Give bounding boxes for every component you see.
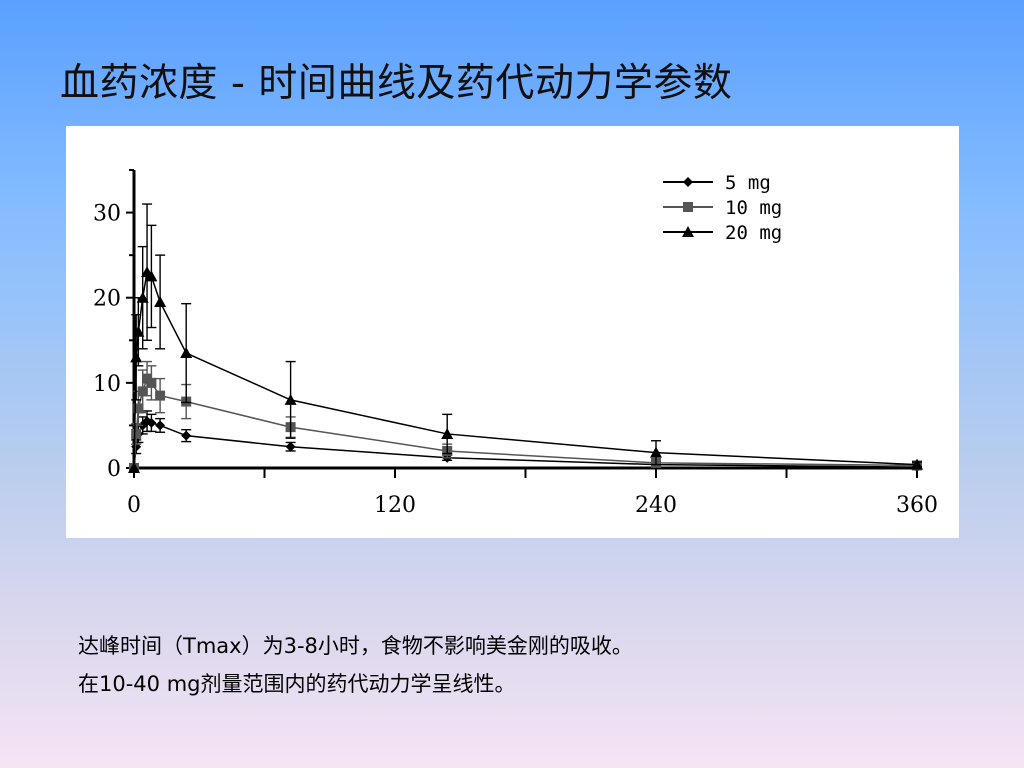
data-point-10mg bbox=[146, 377, 157, 388]
data-point-5mg bbox=[146, 417, 157, 428]
x-tick-label: 360 bbox=[896, 493, 938, 518]
legend-label-5mg: 5 mg bbox=[725, 172, 771, 194]
data-point-10mg bbox=[137, 386, 148, 397]
data-point-20mg bbox=[132, 325, 145, 337]
y-tick-label: 30 bbox=[93, 202, 121, 227]
legend-label-10mg: 10 mg bbox=[725, 197, 782, 219]
data-point-5mg bbox=[285, 441, 296, 452]
data-point-20mg bbox=[180, 347, 193, 359]
data-point-20mg bbox=[130, 351, 143, 363]
data-point-20mg bbox=[154, 295, 167, 307]
data-point-10mg bbox=[133, 403, 144, 414]
x-tick-label: 240 bbox=[635, 493, 677, 518]
legend-marker-10mg bbox=[683, 202, 693, 212]
y-tick-label: 10 bbox=[93, 372, 121, 397]
series-line-10mg bbox=[133, 377, 918, 469]
data-point-20mg bbox=[145, 270, 158, 282]
data-point-5mg bbox=[155, 420, 166, 431]
data-point-20mg bbox=[128, 462, 140, 473]
data-point-20mg bbox=[284, 393, 297, 405]
pk-concentration-time-chart: 0 10 20 30 0 120 240 360 5 mg 10 mg 20 mg bbox=[93, 169, 938, 518]
notes-block: 达峰时间（Tmax）为3-8小时，食物不影响美金刚的吸收。 在10-40 mg剂… bbox=[78, 628, 978, 702]
x-tick-label: 0 bbox=[127, 493, 141, 518]
data-point-10mg bbox=[131, 428, 142, 439]
legend-marker-5mg bbox=[683, 177, 693, 187]
y-tick-label: 20 bbox=[93, 287, 121, 312]
series-line-5mg bbox=[133, 420, 918, 469]
series-line-20mg bbox=[133, 270, 918, 469]
note-linearity: 在10-40 mg剂量范围内的药代动力学呈线性。 bbox=[78, 672, 516, 696]
data-point-10mg bbox=[155, 390, 166, 401]
legend-label-20mg: 20 mg bbox=[725, 222, 782, 244]
data-point-20mg bbox=[136, 291, 149, 303]
data-point-20mg bbox=[911, 458, 923, 470]
x-tick-label: 120 bbox=[374, 493, 416, 518]
chart-panel: 0 10 20 30 0 120 240 360 5 mg 10 mg 20 mg bbox=[66, 126, 959, 538]
data-point-5mg bbox=[181, 430, 192, 441]
data-point-20mg bbox=[441, 427, 454, 439]
note-tmax: 达峰时间（Tmax）为3-8小时，食物不影响美金刚的吸收。 bbox=[78, 634, 633, 658]
slide-title: 血药浓度 - 时间曲线及药代动力学参数 bbox=[60, 61, 733, 106]
y-tick-label: 0 bbox=[107, 457, 121, 482]
legend-marker-20mg bbox=[682, 226, 694, 237]
data-point-20mg bbox=[650, 446, 662, 458]
